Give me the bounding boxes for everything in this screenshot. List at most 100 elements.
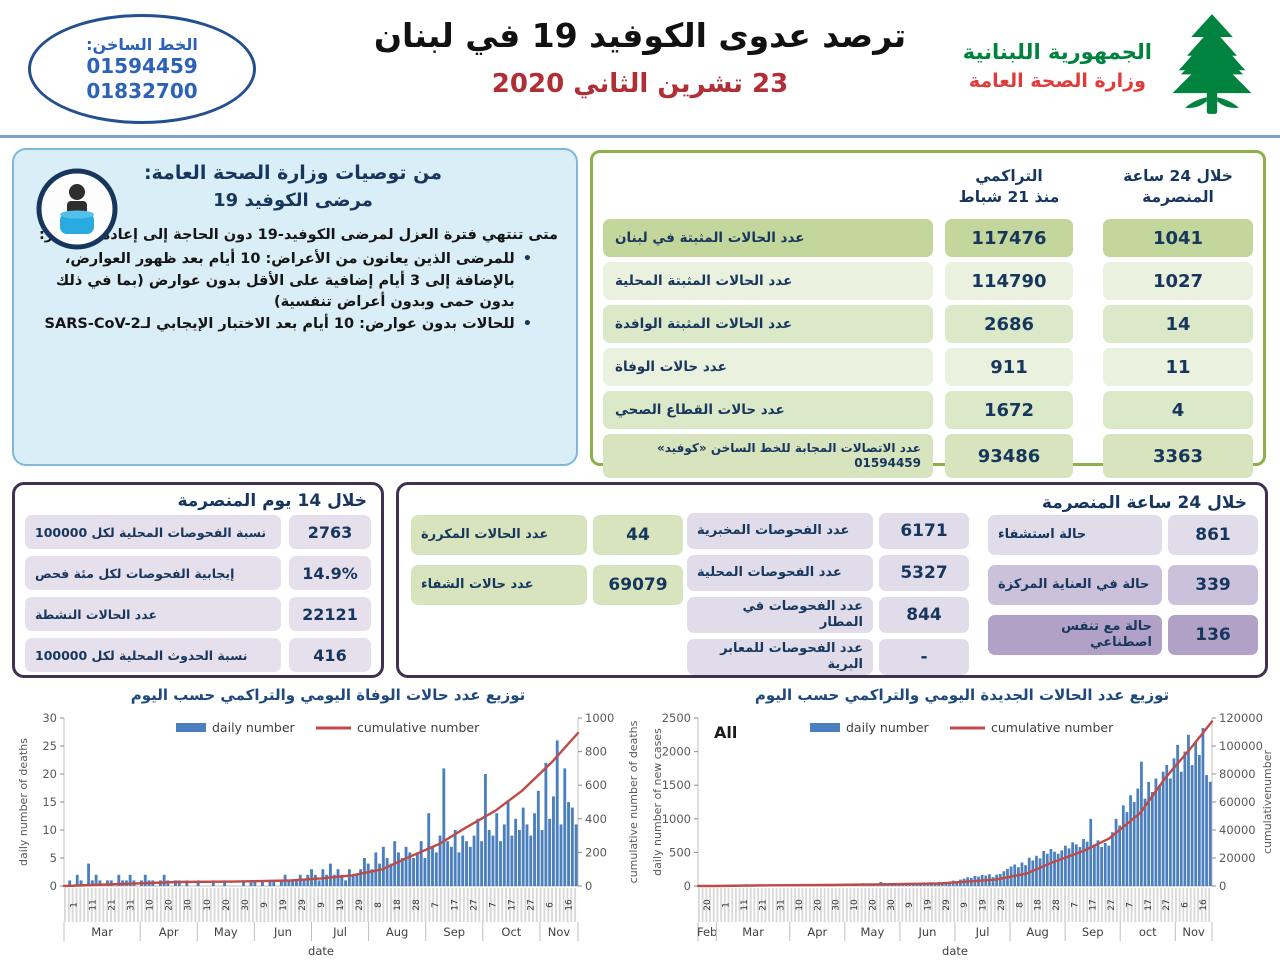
recommendation-text: للمرضى الذين يعانون من الأعراض: 10 أيام …	[28, 249, 515, 314]
svg-text:May: May	[861, 925, 885, 939]
table-row: عدد الاتصالات المجابة للخط الساخن «كوفيد…	[603, 434, 1253, 478]
table-row: عدد الحالات المثبتة المحلية 114790 1027	[603, 262, 1253, 300]
ministry-name: الجمهورية اللبنانية وزارة الصحة العامة	[963, 40, 1152, 92]
svg-text:10: 10	[850, 899, 860, 911]
report-date: 23 تشرين الثاني 2020	[300, 69, 980, 99]
svg-text:28: 28	[1052, 899, 1062, 911]
svg-text:17: 17	[1144, 899, 1154, 910]
new-cases-chart: توزيع عدد الحالات الجديدة اليومي والتراك…	[648, 686, 1276, 962]
svg-text:Feb: Feb	[697, 925, 717, 939]
svg-text:30: 30	[832, 899, 842, 911]
table-row: عدد الحالات المثبتة الوافدة 2686 14	[603, 305, 1253, 343]
ministry-name-line1: الجمهورية اللبنانية	[963, 40, 1152, 64]
recommendation-text: للحالات بدون عوارض: 10 أيام بعد الاختبار…	[45, 314, 515, 336]
svg-text:Sep: Sep	[1082, 925, 1104, 939]
table-row: عدد حالات القطاع الصحي 1672 4	[603, 391, 1253, 429]
svg-text:1000: 1000	[662, 812, 691, 826]
svg-text:Aug: Aug	[386, 925, 408, 939]
row-label: عدد الحالات المثبتة في لبنان	[603, 219, 933, 257]
svg-text:600: 600	[585, 778, 607, 792]
stat-value: -	[879, 639, 969, 675]
svg-text:Nov: Nov	[548, 925, 571, 939]
svg-text:11: 11	[89, 899, 99, 910]
table-row: عدد الحالات المثبتة في لبنان 117476 1041	[603, 219, 1253, 257]
stat-label: عدد الحالات المكررة	[411, 515, 587, 555]
svg-text:cumulative number: cumulative number	[991, 720, 1114, 735]
svg-text:20: 20	[868, 899, 878, 911]
svg-text:9: 9	[960, 902, 970, 908]
deaths-chart-title: توزيع عدد حالات الوفاة اليومي والتراكمي …	[14, 686, 642, 704]
ministry-name-line2: وزارة الصحة العامة	[963, 70, 1152, 92]
recommendation-item: • للحالات بدون عوارض: 10 أيام بعد الاختب…	[28, 314, 558, 336]
svg-text:daily number of new cases: daily number of new cases	[651, 728, 664, 876]
last24h-value: 4	[1103, 391, 1253, 429]
svg-text:10: 10	[42, 823, 57, 837]
stat-label: نسبة الحدوث المحلية لكل 100000	[25, 638, 281, 672]
svg-text:Sep: Sep	[443, 925, 465, 939]
svg-text:2000: 2000	[662, 745, 691, 759]
stat-label: حالة في العناية المركزة	[988, 565, 1162, 605]
cumulative-value: 93486	[945, 434, 1073, 478]
svg-text:daily number: daily number	[846, 720, 930, 735]
svg-text:1: 1	[70, 902, 80, 908]
svg-text:19: 19	[923, 899, 933, 911]
deaths-chart: توزيع عدد حالات الوفاة اليومي والتراكمي …	[14, 686, 642, 962]
cedar-tree-icon	[1160, 10, 1264, 122]
svg-text:Jul: Jul	[975, 925, 990, 939]
svg-text:8: 8	[1015, 902, 1025, 908]
new-cases-chart-title: توزيع عدد الحالات الجديدة اليومي والتراك…	[648, 686, 1276, 704]
svg-text:200: 200	[585, 845, 607, 859]
svg-text:9: 9	[905, 902, 915, 908]
stat-label: عدد الفحوصات للمعابر البرية	[687, 639, 873, 675]
stat-label: حالة مع تنفس اصطناعي	[988, 615, 1162, 655]
cases-column: عدد الحالات المكررة 44 عدد حالات الشفاء …	[411, 515, 683, 615]
svg-text:27: 27	[526, 899, 536, 910]
stat-row: نسبة الحدوث المحلية لكل 100000 416	[25, 638, 371, 672]
stat-row: عدد الفحوصات للمعابر البرية -	[687, 639, 969, 675]
svg-text:daily number of deaths: daily number of deaths	[17, 738, 30, 866]
stat-value: 22121	[289, 597, 371, 631]
svg-text:2500: 2500	[662, 711, 691, 725]
svg-text:30: 30	[887, 899, 897, 911]
recommendations-box: من توصيات وزارة الصحة العامة: مرضى الكوف…	[12, 148, 578, 466]
svg-text:19: 19	[336, 899, 346, 911]
stat-row: حالة مع تنفس اصطناعي 136	[988, 615, 1258, 655]
svg-text:18: 18	[1034, 899, 1044, 911]
stat-label: عدد الفحوصات المحلية	[687, 555, 873, 591]
svg-text:20000: 20000	[1219, 851, 1256, 865]
stat-value: 416	[289, 638, 371, 672]
svg-text:0: 0	[1219, 879, 1226, 893]
svg-text:30: 30	[184, 899, 194, 911]
svg-text:Oct: Oct	[501, 925, 521, 939]
last24h-value: 14	[1103, 305, 1253, 343]
stat-row: حالة في العناية المركزة 339	[988, 565, 1258, 605]
last14days-title: خلال 14 يوم المنصرمة	[25, 489, 371, 515]
svg-text:18: 18	[393, 899, 403, 911]
hotline-label: الخط الساخن:	[86, 35, 198, 54]
svg-text:25: 25	[42, 739, 57, 753]
svg-text:May: May	[214, 925, 238, 939]
hotline-badge: الخط الساخن: 01594459 01832700	[28, 14, 256, 124]
svg-text:Apr: Apr	[159, 925, 179, 939]
svg-text:Apr: Apr	[807, 925, 827, 939]
row-label: عدد الحالات المثبتة المحلية	[603, 262, 933, 300]
svg-text:10: 10	[146, 899, 156, 911]
svg-text:20: 20	[813, 899, 823, 911]
svg-text:7: 7	[488, 902, 498, 908]
stat-row: إيجابية الفحوصات لكل مئة فحص 14.9%	[25, 556, 371, 590]
svg-text:31: 31	[127, 899, 137, 910]
stat-value: 861	[1168, 515, 1258, 555]
stat-label: عدد الفحوصات المخبرية	[687, 513, 873, 549]
ministry-logo: الجمهورية اللبنانية وزارة الصحة العامة	[963, 10, 1264, 122]
svg-text:28: 28	[412, 899, 422, 911]
column-header-24h: خلال 24 ساعة المنصرمة	[1103, 166, 1253, 208]
last24h-value: 1027	[1103, 262, 1253, 300]
svg-text:Jun: Jun	[273, 925, 292, 939]
svg-text:Jul: Jul	[332, 925, 347, 939]
svg-text:0: 0	[585, 879, 592, 893]
last24h-value: 11	[1103, 348, 1253, 386]
svg-text:10: 10	[795, 899, 805, 911]
svg-text:21: 21	[108, 899, 118, 910]
svg-text:oct: oct	[1139, 925, 1157, 939]
svg-text:19: 19	[979, 899, 989, 911]
